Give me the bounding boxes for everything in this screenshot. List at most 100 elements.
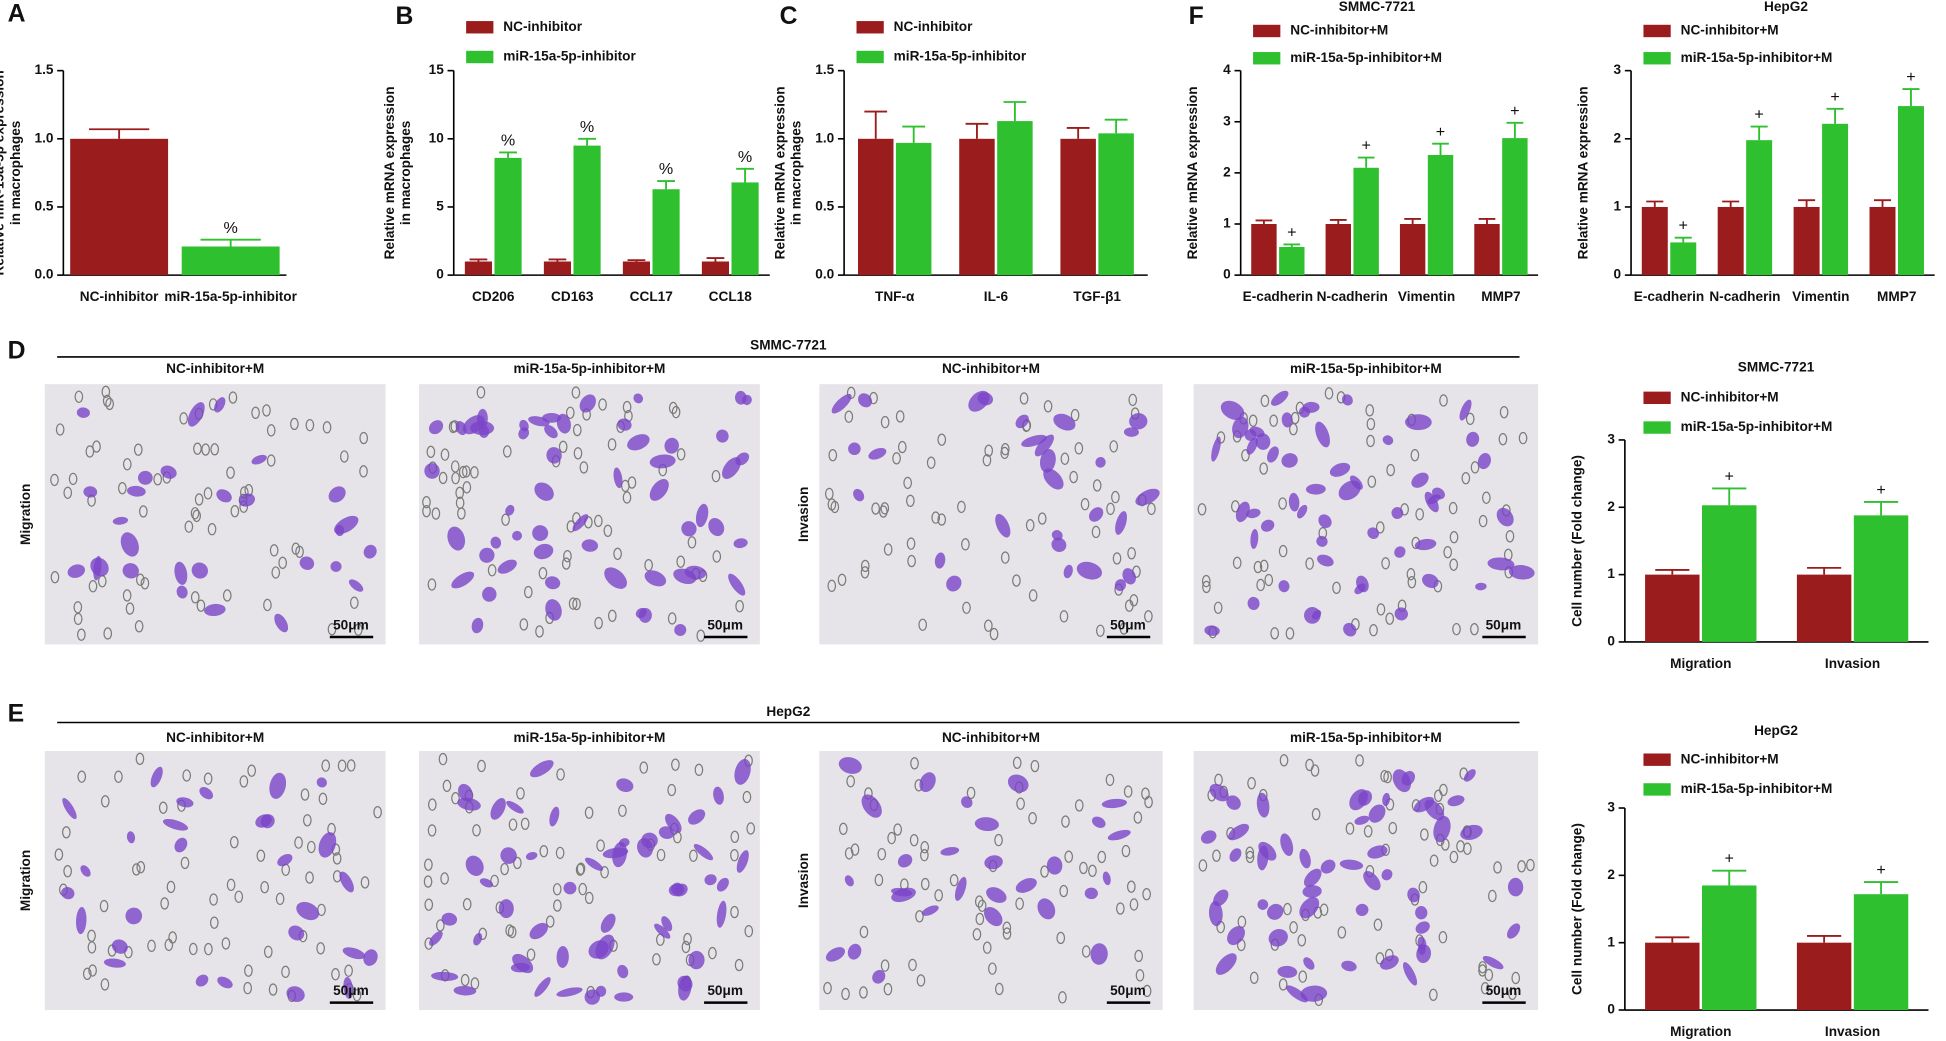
stained-cell (162, 818, 189, 831)
stained-cell (500, 847, 517, 864)
pore (1012, 574, 1021, 587)
pore (982, 454, 992, 467)
pore (82, 967, 92, 981)
pore (676, 448, 686, 461)
pore (1081, 945, 1091, 958)
stained-cell (664, 437, 679, 454)
pore (118, 481, 127, 495)
stained-cell (1303, 957, 1315, 970)
stained-cell (1115, 511, 1127, 535)
scale-bar-label: 50μm (707, 617, 743, 632)
pore (438, 471, 448, 485)
stained-cell (453, 985, 477, 996)
pore (226, 466, 235, 479)
stained-cell (633, 393, 644, 404)
stained-cell (1447, 795, 1465, 807)
stained-cell (1316, 535, 1328, 547)
pore (644, 558, 653, 572)
stained-cell (470, 420, 495, 436)
legend-label: miR-15a-5p-inhibitor+M (1290, 50, 1442, 65)
stained-cell (638, 607, 652, 623)
stained-cell (528, 416, 550, 427)
legend-swatch (1643, 52, 1671, 65)
pore (906, 537, 916, 550)
stained-cell (1379, 955, 1399, 970)
pore (988, 962, 997, 975)
stained-cell (1215, 953, 1237, 975)
stained-cell (974, 817, 999, 832)
stained-cell (649, 479, 669, 501)
pore (622, 400, 632, 414)
pore (135, 573, 145, 586)
pore (203, 487, 213, 500)
stained-cell (728, 573, 746, 596)
stained-cell (581, 539, 599, 552)
pore (1420, 828, 1429, 841)
row-label: Invasion (796, 853, 811, 908)
pore (346, 759, 356, 772)
pore (373, 805, 382, 819)
bar (1897, 106, 1924, 276)
scale-bar-label: 50μm (1486, 617, 1522, 632)
pore (1375, 952, 1385, 965)
pore (578, 882, 588, 896)
pore (1363, 825, 1373, 838)
legend-label: NC-inhibitor+M (1681, 23, 1779, 38)
pore (1415, 508, 1425, 521)
x-tick-label: CCL17 (630, 289, 673, 304)
stained-cell (617, 964, 629, 979)
stained-cell (1267, 446, 1279, 463)
stained-cell (1356, 575, 1369, 593)
pore (1002, 927, 1012, 940)
pore (934, 889, 944, 902)
legend-swatch (1643, 783, 1671, 796)
stained-cell (1114, 579, 1127, 592)
stained-cell (471, 617, 484, 634)
pore (538, 566, 548, 580)
stained-cell (1258, 841, 1277, 861)
significance-mark: + (1830, 88, 1839, 106)
x-tick-label: CD163 (551, 289, 594, 304)
y-tick-label: 1.0 (815, 130, 834, 145)
pore (207, 523, 217, 536)
pore (1060, 452, 1070, 465)
pore (100, 978, 110, 991)
pore (883, 543, 893, 556)
pore (984, 444, 994, 457)
pore (937, 433, 947, 446)
stained-cell (497, 559, 517, 574)
pore (114, 770, 123, 783)
pore (344, 964, 353, 977)
pore (88, 580, 98, 593)
stained-cell (343, 976, 354, 999)
pore (1030, 759, 1040, 773)
x-tick-label: E-cadherin (1634, 289, 1704, 304)
pore (305, 871, 314, 884)
stained-cell (429, 931, 443, 946)
stained-cell (695, 503, 709, 528)
x-tick-label: NC-inhibitor (80, 289, 159, 304)
pore (711, 469, 721, 483)
pore (1058, 991, 1067, 1004)
stained-cell (1506, 923, 1521, 939)
stained-cell (1507, 877, 1524, 897)
stained-cell (1411, 472, 1429, 488)
pore (1134, 949, 1144, 963)
pore (476, 386, 486, 399)
x-tick-label: Vimentin (1398, 289, 1455, 304)
pore (893, 823, 903, 836)
bar (573, 145, 601, 276)
pore (487, 564, 497, 577)
stained-cell (713, 786, 724, 805)
row-label: Migration (18, 484, 33, 545)
pore (1278, 978, 1288, 991)
stained-cell (1401, 770, 1416, 786)
stained-cell (1101, 798, 1127, 809)
stained-cell (1021, 434, 1047, 447)
pore (1106, 502, 1115, 516)
x-tick-label: Vimentin (1792, 289, 1849, 304)
pore (1142, 887, 1151, 901)
stained-cell (525, 851, 538, 861)
stained-cell (1043, 468, 1064, 490)
pore (744, 924, 754, 938)
